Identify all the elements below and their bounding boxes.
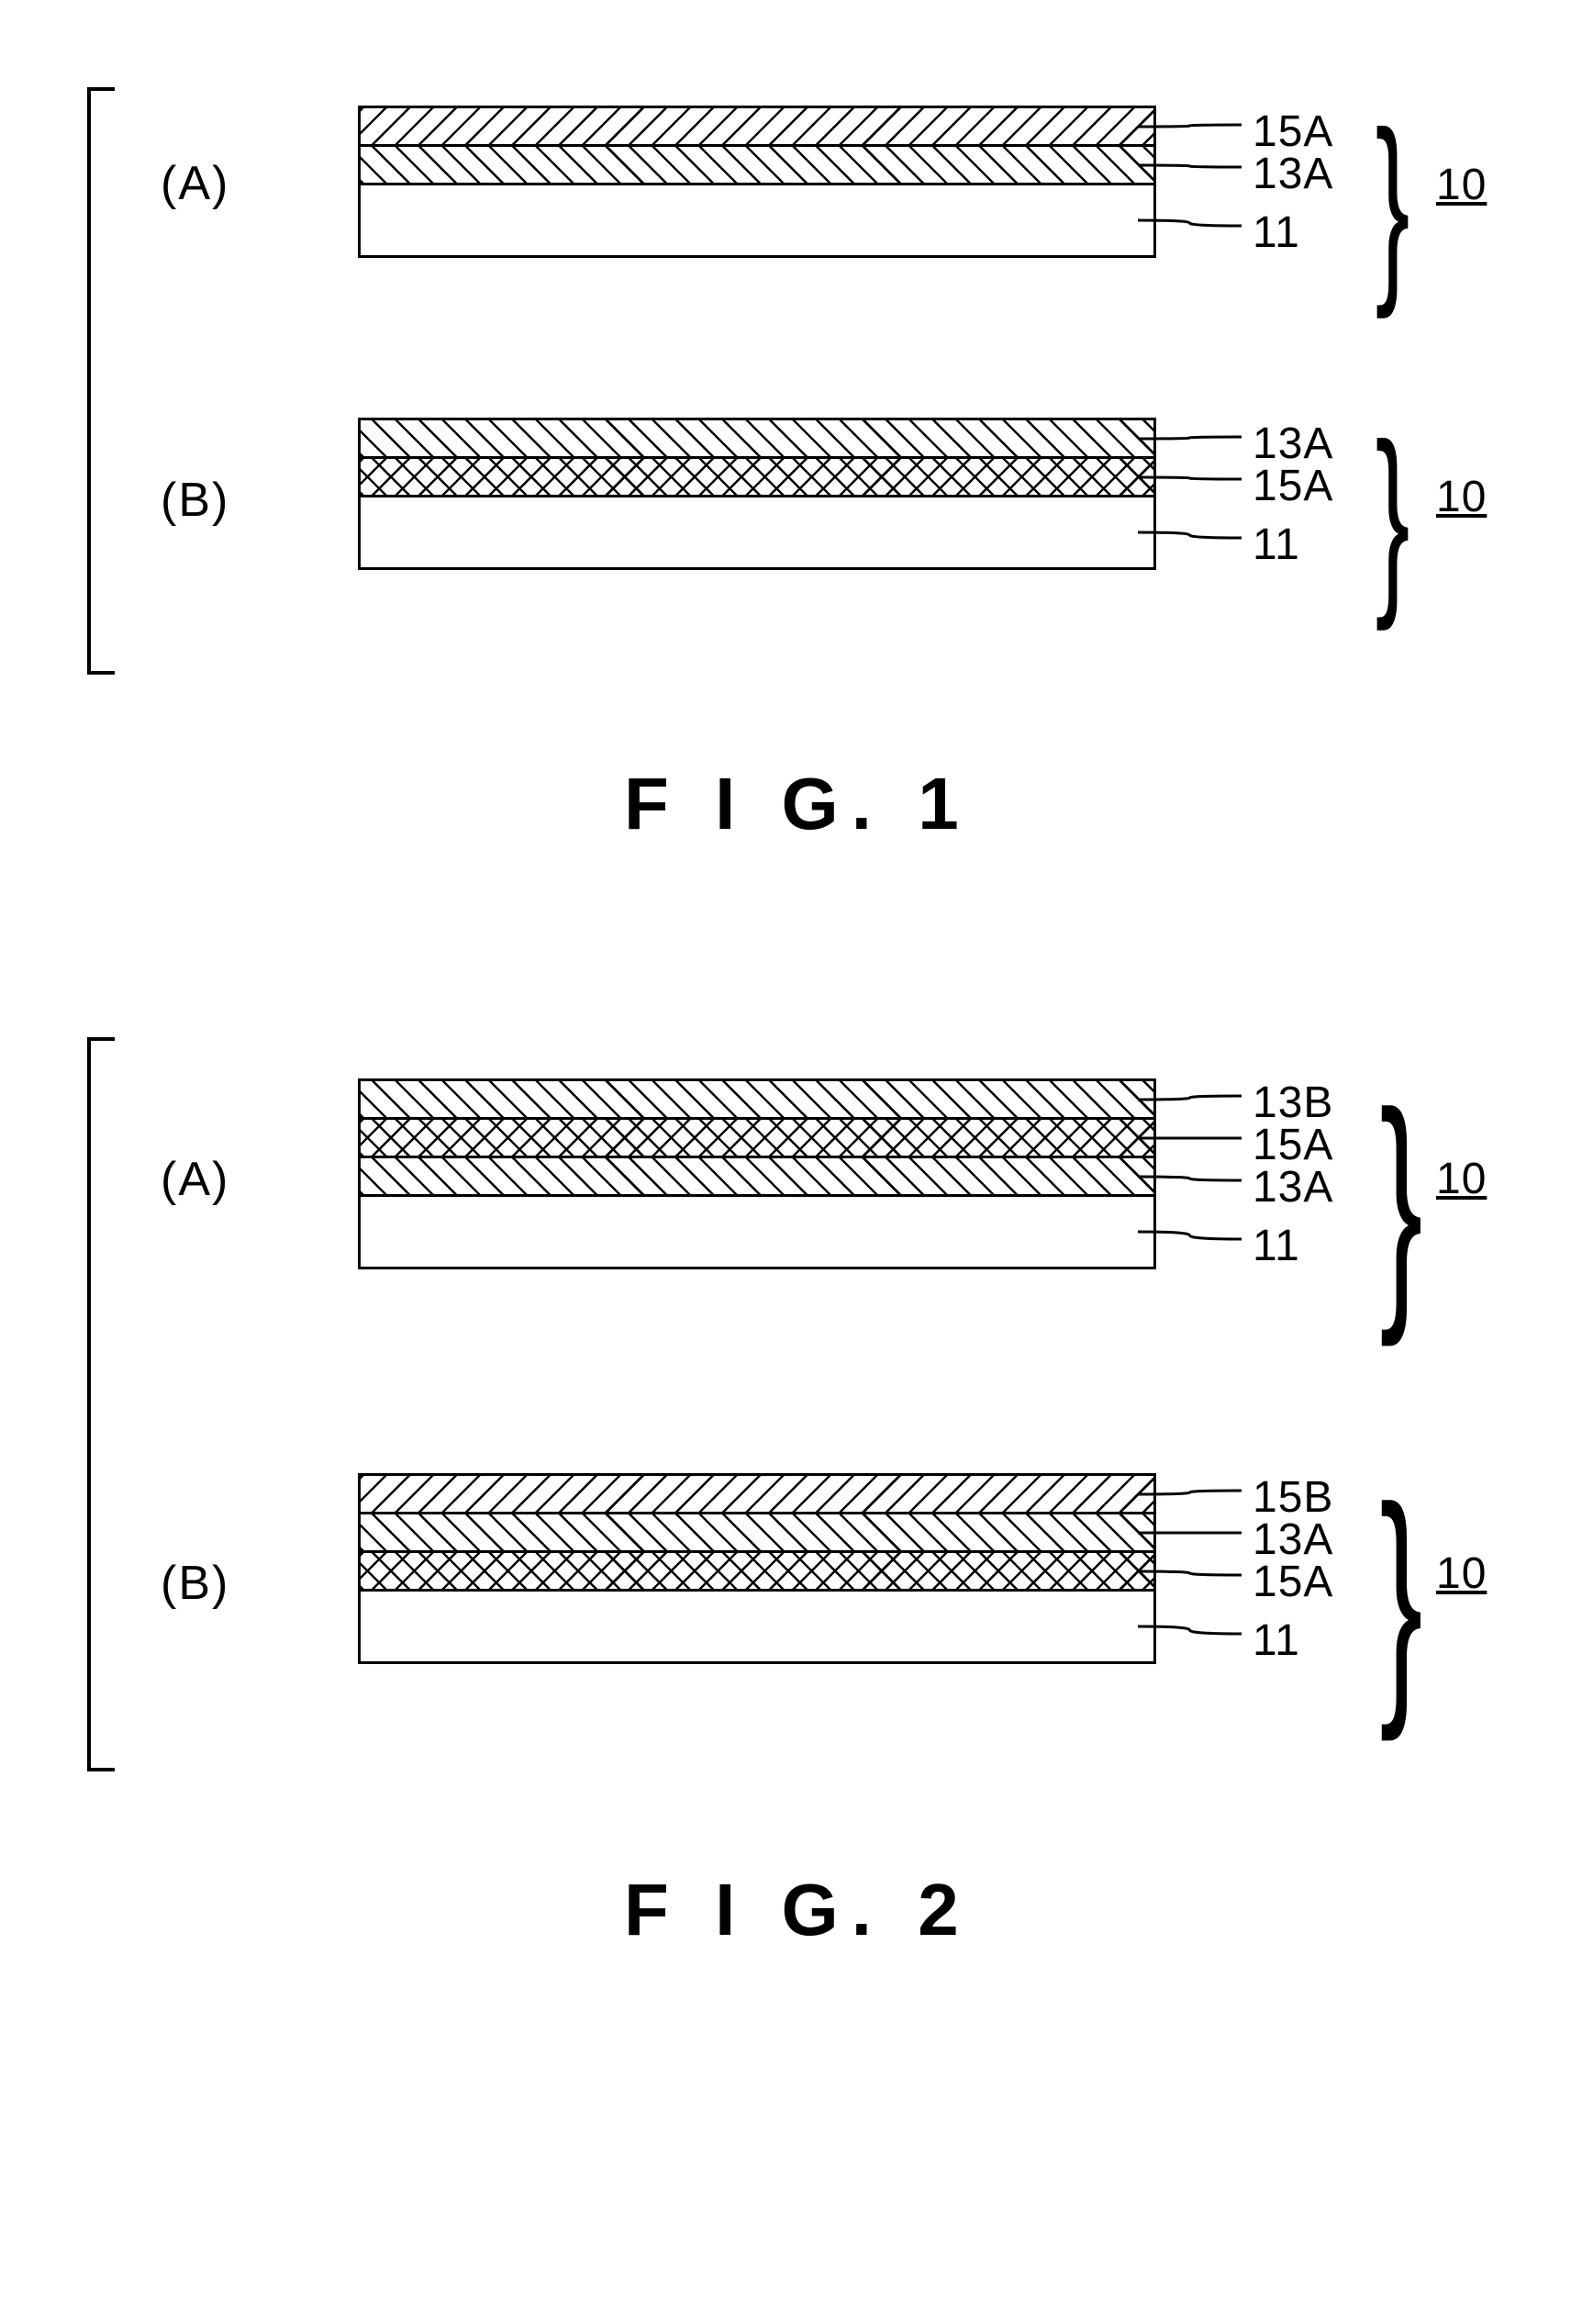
assembly-brace: } [1376,101,1410,266]
figure-bracket [87,87,115,675]
subfigure-label: (A) [161,156,229,211]
leader-line [1138,1489,1245,1496]
leader-line [1138,163,1245,169]
layer-13A [358,1512,1156,1553]
layer-15B [358,1473,1156,1514]
leader-line [1138,1136,1245,1140]
layer-11 [358,495,1156,570]
layer-13A [358,144,1156,185]
leader-line [1138,1531,1245,1535]
layer-11 [358,1194,1156,1269]
subfigure-label: (A) [161,1152,229,1207]
layer-ref-label: 11 [1253,1615,1300,1666]
subfigure-label: (B) [161,473,229,528]
layer-ref-label: 11 [1253,520,1300,570]
assembly-brace: } [1376,413,1410,578]
figure-bracket [87,1037,115,1771]
assembly-ref-label: 10 [1436,1154,1487,1204]
layer-15A [358,106,1156,147]
leader-line [1138,475,1245,481]
leader-line [1138,1230,1245,1241]
layer-15A [358,1117,1156,1158]
assembly-ref-label: 10 [1436,472,1487,522]
layer-11 [358,1589,1156,1664]
leader-line [1138,1570,1245,1577]
layer-ref-label: 13A [1253,1162,1333,1212]
layer-13B [358,1078,1156,1120]
leader-line [1138,218,1245,228]
subfigure-label: (B) [161,1556,229,1611]
assembly-brace: } [1379,1469,1422,1675]
assembly-ref-label: 10 [1436,160,1487,210]
layer-13A [358,1156,1156,1197]
leader-line [1138,435,1245,441]
figure-title: F I G. 1 [624,762,972,846]
leader-line [1138,1094,1245,1101]
layer-13A [358,418,1156,459]
layer-11 [358,183,1156,258]
leader-line [1138,123,1245,128]
leader-line [1138,531,1245,540]
assembly-brace: } [1379,1074,1422,1280]
layer-ref-label: 15A [1253,461,1333,511]
layer-ref-label: 13A [1253,149,1333,199]
leader-line [1138,1625,1245,1636]
figure-title: F I G. 2 [624,1868,972,1952]
layer-15A [358,456,1156,497]
layer-ref-label: 11 [1253,207,1300,258]
layer-ref-label: 11 [1253,1221,1300,1271]
assembly-ref-label: 10 [1436,1548,1487,1599]
leader-line [1138,1175,1245,1182]
layer-15A [358,1550,1156,1592]
layer-ref-label: 15A [1253,1557,1333,1607]
